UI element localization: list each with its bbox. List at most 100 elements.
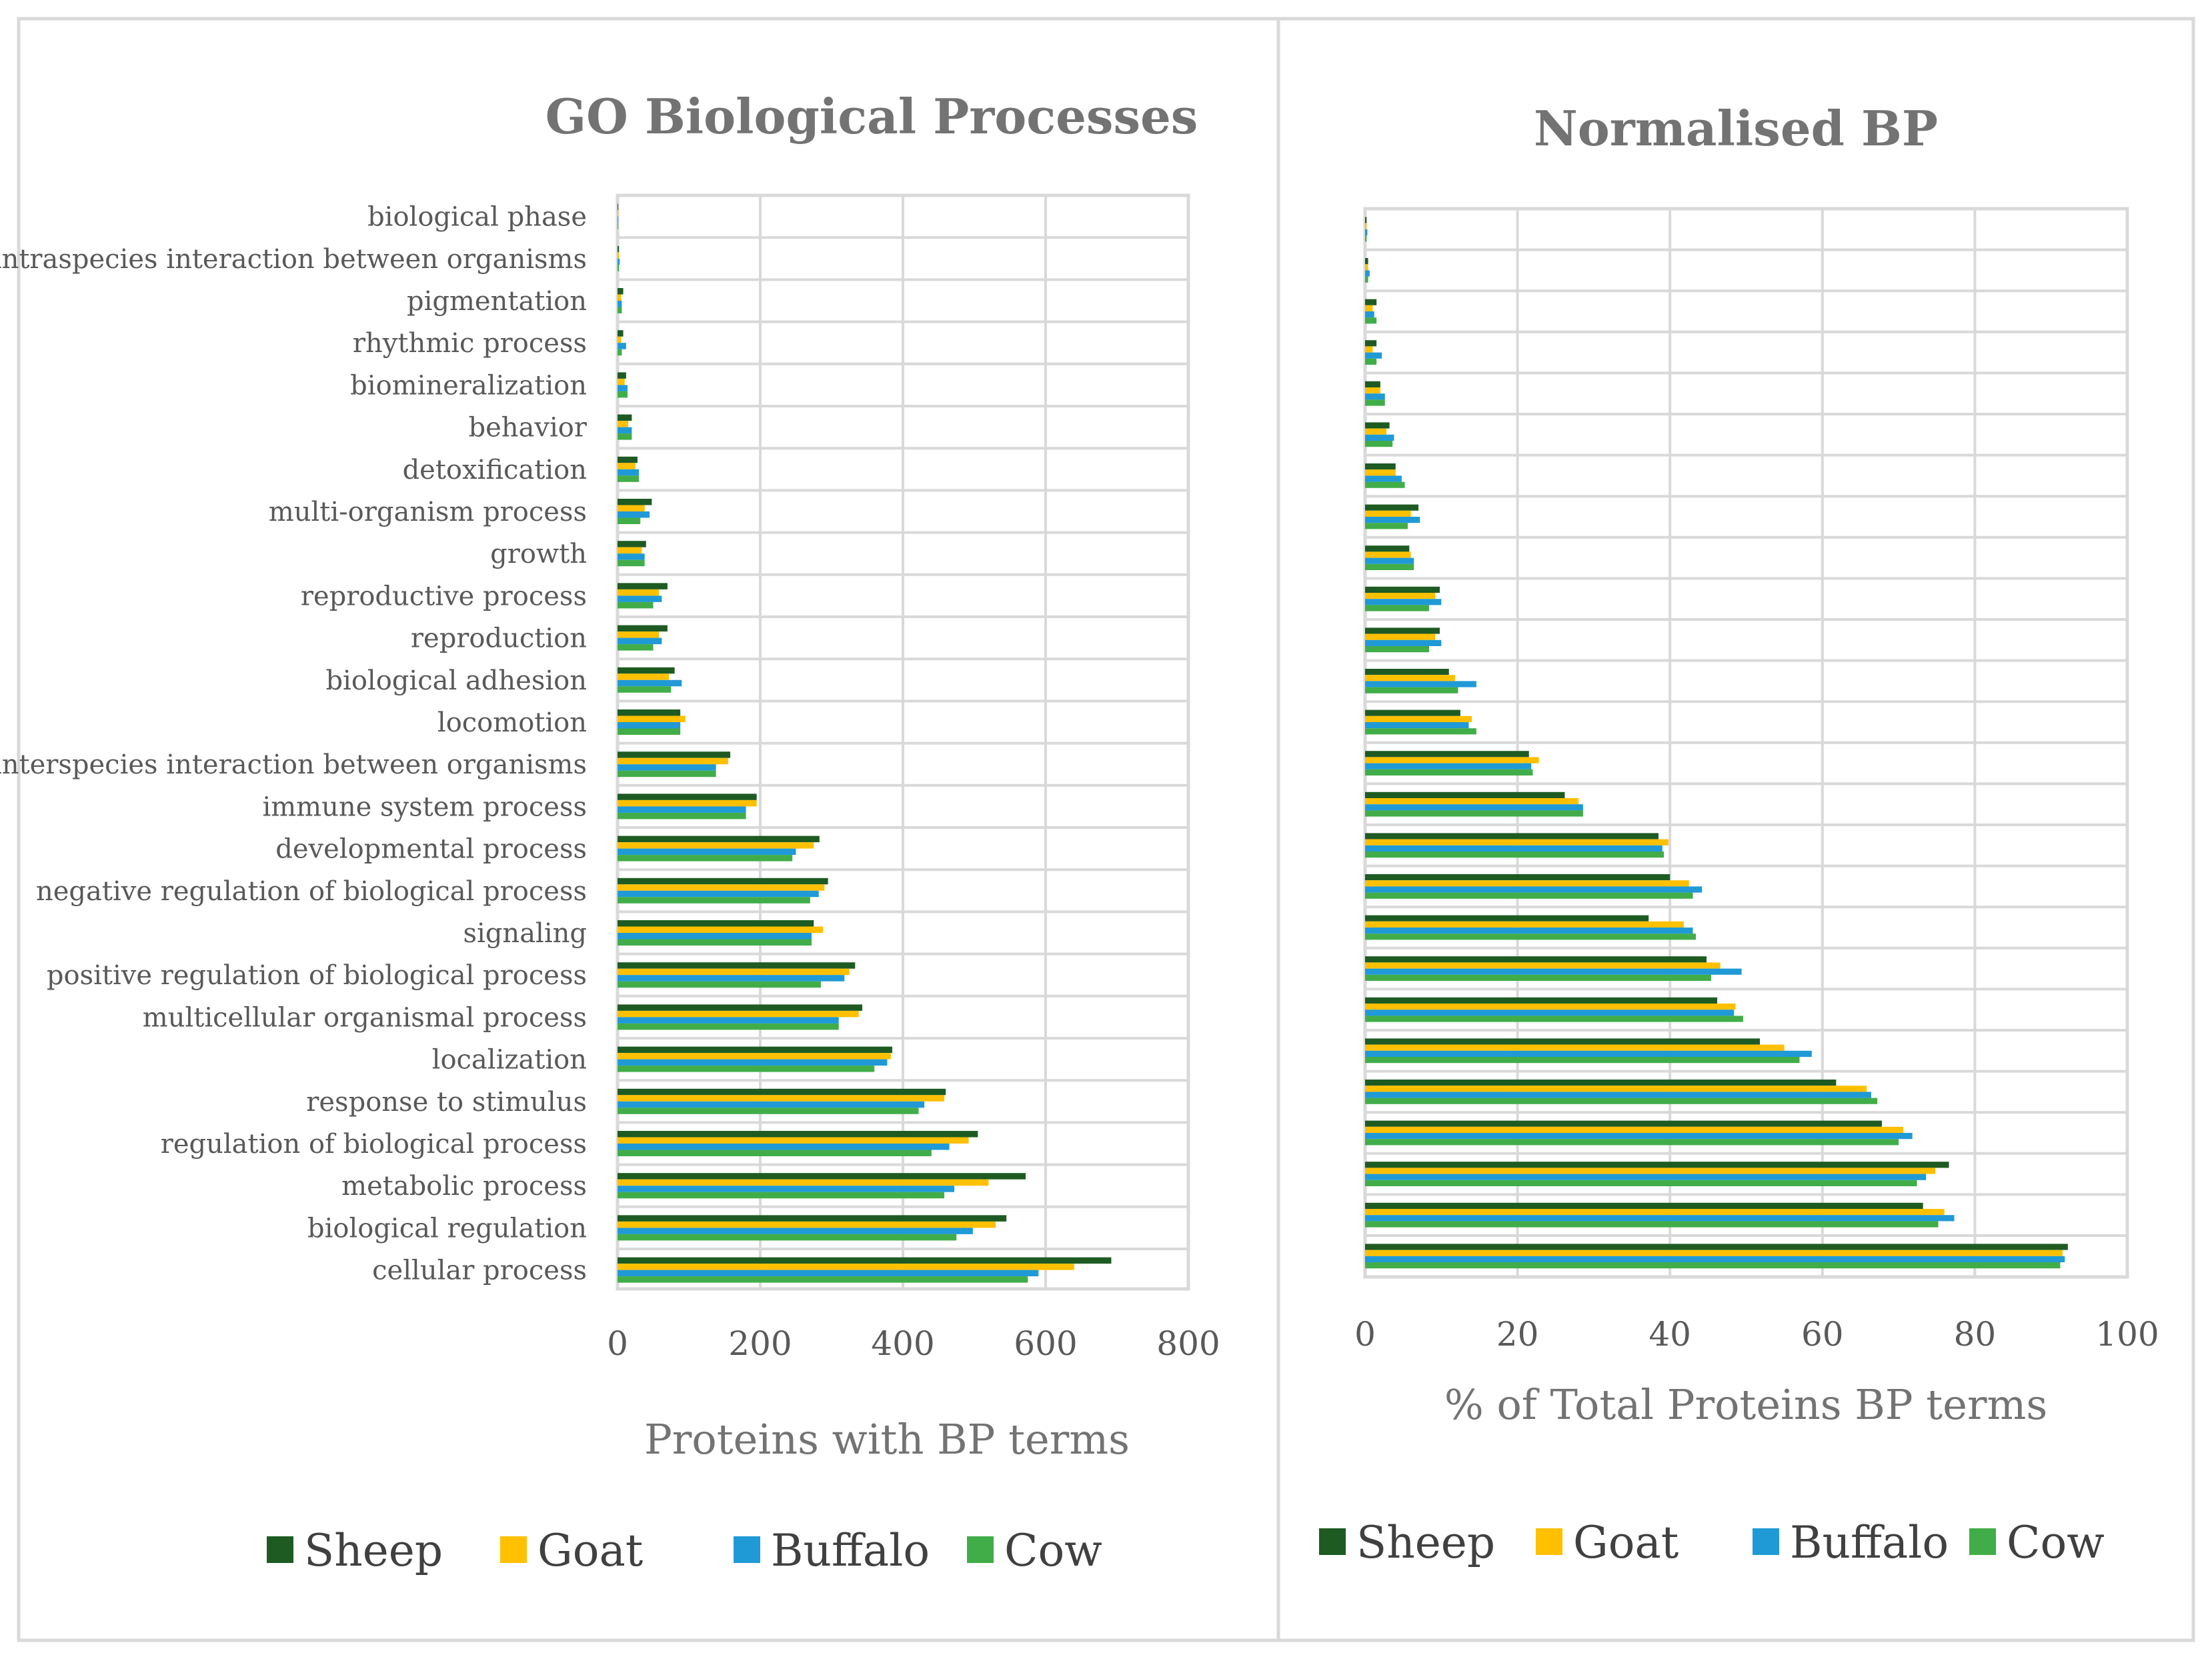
x-tick-label: 0 <box>607 1324 628 1363</box>
bar-sheep <box>618 751 731 758</box>
x-tick-label: 100 <box>2095 1315 2159 1354</box>
bar-cow <box>618 897 810 904</box>
x-tick-label: 600 <box>1014 1324 1077 1363</box>
bar-buffalo <box>618 1270 1039 1277</box>
bar-cow <box>1365 810 1583 817</box>
bar-buffalo <box>1365 1256 2065 1262</box>
bar-cow <box>618 644 654 651</box>
legend-label-goat: Goat <box>1573 1517 1679 1568</box>
bar-goat <box>1365 962 1721 969</box>
bar-cow <box>618 307 622 313</box>
bar-cow <box>1365 1262 2061 1269</box>
bar-sheep <box>1365 791 1565 798</box>
legend-label-buffalo: Buffalo <box>1790 1517 1949 1568</box>
bar-buffalo <box>618 1101 925 1108</box>
category-label: cellular process <box>372 1256 587 1286</box>
bar-cow <box>618 517 641 524</box>
right-plot-area: 0 20 40 60 80 100 <box>1354 207 2159 1354</box>
bar-cow <box>618 265 620 271</box>
bar-goat <box>618 294 622 301</box>
bar-cow <box>1365 317 1377 324</box>
bar-buffalo <box>618 722 681 729</box>
bar-sheep <box>618 1131 978 1138</box>
bar-buffalo <box>1365 557 1414 564</box>
category-label: multi-organism process <box>269 497 587 527</box>
category-label: biomineralization <box>350 370 587 401</box>
bar-goat <box>1365 593 1436 599</box>
bar-goat <box>618 926 824 933</box>
bar-goat <box>618 842 814 849</box>
x-tick-label: 40 <box>1648 1315 1691 1354</box>
bar-goat <box>618 1179 989 1186</box>
bar-goat <box>618 1095 945 1102</box>
bar-sheep <box>618 456 638 463</box>
bar-cow <box>1365 481 1405 488</box>
bar-cow <box>618 601 654 609</box>
bar-goat <box>618 336 622 343</box>
bar-cow <box>1365 358 1377 365</box>
bar-buffalo <box>618 301 622 307</box>
legend-swatch-goat <box>500 1536 527 1563</box>
category-label: intraspecies interaction between organis… <box>0 244 587 275</box>
bar-sheep <box>618 583 668 589</box>
bar-sheep <box>618 1046 892 1054</box>
bar-cow <box>618 981 821 988</box>
bar-sheep <box>1365 1038 1761 1045</box>
legend-label-goat: Goat <box>537 1525 643 1576</box>
bar-goat <box>618 884 825 891</box>
x-tick-label: 400 <box>871 1324 934 1363</box>
x-tick-label: 0 <box>1354 1315 1376 1354</box>
bar-goat <box>1365 839 1669 846</box>
bar-sheep <box>1365 1244 2068 1250</box>
bar-sheep <box>1365 1120 1882 1127</box>
category-label: growth <box>490 539 587 569</box>
legend-label-sheep: Sheep <box>1356 1517 1495 1568</box>
bar-cow <box>1365 974 1711 981</box>
bar-goat <box>1365 757 1539 763</box>
legend-swatch-cow <box>1969 1528 1996 1555</box>
bar-cow <box>1365 1098 1878 1104</box>
bar-goat <box>1365 715 1472 722</box>
x-tick-label: 200 <box>728 1324 792 1363</box>
bar-goat <box>618 421 629 427</box>
bar-sheep <box>618 372 626 379</box>
bar-buffalo <box>1365 475 1402 482</box>
category-label: response to stimulus <box>306 1087 587 1118</box>
bar-cow <box>618 1234 957 1241</box>
bar-goat <box>618 252 620 259</box>
bar-goat <box>618 968 850 976</box>
bar-goat <box>618 757 728 765</box>
legend-swatch-sheep <box>1319 1528 1346 1555</box>
bar-buffalo <box>1365 1174 1927 1180</box>
bar-sheep <box>618 541 646 547</box>
x-tick-label: 60 <box>1801 1315 1844 1354</box>
bar-sheep <box>1365 258 1368 265</box>
category-label: positive regulation of biological proces… <box>47 960 587 991</box>
bar-cow <box>618 686 672 693</box>
bar-cow <box>618 1066 875 1072</box>
category-label: multicellular organismal process <box>143 1002 587 1033</box>
bar-buffalo <box>618 806 746 813</box>
bar-cow <box>1365 934 1697 940</box>
bar-sheep <box>1365 709 1460 716</box>
left-gridlines <box>618 195 1188 1289</box>
bar-sheep <box>618 667 675 674</box>
bar-goat <box>618 463 636 469</box>
bar-cow <box>1365 852 1665 858</box>
bar-goat <box>1365 510 1411 517</box>
bar-goat <box>1365 1250 2063 1256</box>
bar-sheep <box>1365 545 1410 552</box>
category-label: behavior <box>469 413 588 443</box>
bar-goat <box>618 505 645 511</box>
bar-sheep <box>1365 340 1377 347</box>
x-tick-label: 20 <box>1496 1315 1539 1354</box>
bar-cow <box>1365 1016 1743 1022</box>
bar-buffalo <box>618 427 632 434</box>
bar-cow <box>618 1192 945 1199</box>
right-tick-labels: 0 20 40 60 80 100 <box>1354 1315 2159 1354</box>
bar-cow <box>1365 687 1458 693</box>
left-legend: Sheep Goat Buffalo Cow <box>267 1525 1102 1576</box>
bar-goat <box>1365 798 1579 805</box>
bar-sheep <box>618 288 624 295</box>
